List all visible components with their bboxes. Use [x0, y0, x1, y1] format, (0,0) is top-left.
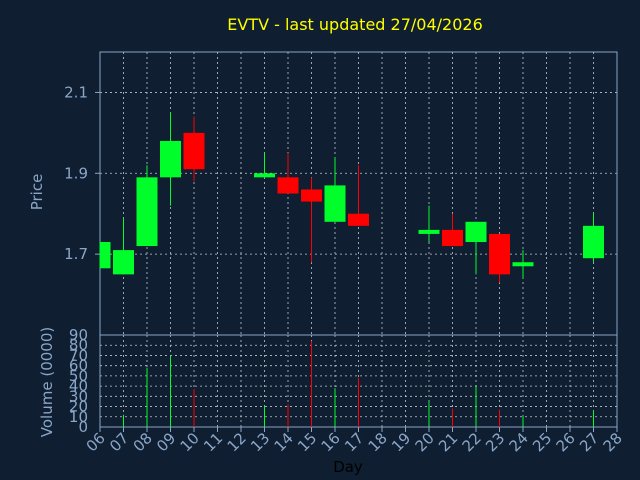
volume-tick-label: 80: [69, 336, 88, 354]
candle-body: [465, 221, 487, 243]
volume-tick-label: 20: [69, 398, 88, 416]
x-tick-label: 28: [600, 429, 626, 455]
x-tick-label: 11: [200, 429, 226, 455]
volume-axis-label: Volume (0000): [38, 327, 56, 437]
x-tick-label: 26: [553, 429, 579, 455]
x-tick-label: 25: [529, 429, 555, 455]
candle-body: [442, 229, 463, 247]
x-tick-label: 07: [106, 429, 132, 455]
x-tick-label: 20: [412, 429, 438, 455]
volume-tick-label: 0: [78, 418, 88, 436]
candle-body: [583, 225, 604, 259]
candle-body: [301, 189, 322, 202]
price-tick-label: 2.1: [64, 83, 88, 101]
price-grid: [99, 52, 618, 335]
volume-tick-label: 30: [69, 387, 88, 405]
candle-body: [113, 250, 134, 275]
x-tick-label: 22: [459, 429, 485, 455]
candle-body: [254, 173, 275, 178]
candle-body: [512, 262, 534, 267]
x-tick-label: 24: [506, 429, 532, 455]
volume-tick-label: 90: [69, 326, 88, 344]
x-axis-label: Day: [333, 458, 363, 476]
volume-tick-label: 10: [69, 408, 88, 426]
volume-tick-label: 40: [69, 377, 88, 395]
price-tick-label: 1.7: [64, 245, 88, 263]
x-tick-label: 23: [482, 429, 508, 455]
x-tick-label: 17: [341, 429, 367, 455]
candle-body: [136, 177, 158, 247]
candle-body: [183, 132, 205, 170]
x-tick-label: 19: [388, 429, 414, 455]
candle-body: [489, 233, 510, 275]
candles: [99, 112, 604, 283]
x-ticks: 0607080910111213141516171819202122232425…: [83, 427, 626, 455]
price-axis-label: Price: [28, 174, 46, 211]
x-tick-label: 16: [318, 429, 344, 455]
x-tick-label: 09: [153, 429, 179, 455]
x-tick-label: 08: [130, 429, 156, 455]
candle-body: [100, 242, 111, 269]
candle-body: [277, 177, 299, 194]
candle-body: [348, 213, 369, 226]
price-y-ticks: 1.7 1.9 2.1: [64, 83, 100, 263]
chart-title: EVTV - last updated 27/04/2026: [227, 15, 483, 34]
x-tick-label: 27: [576, 429, 602, 455]
volume-tick-label: 70: [69, 346, 88, 364]
candle-body: [324, 185, 346, 222]
volume-tick-label: 50: [69, 367, 88, 385]
x-tick-label: 18: [365, 429, 391, 455]
volume-bars: [123, 341, 594, 427]
x-tick-label: 15: [294, 429, 320, 455]
volume-tick-label: 60: [69, 357, 88, 375]
x-tick-label: 14: [271, 429, 297, 455]
candle-body: [418, 229, 440, 234]
x-tick-label: 13: [247, 429, 273, 455]
candle-body: [160, 140, 181, 178]
price-tick-label: 1.9: [64, 164, 88, 182]
x-tick-label: 21: [435, 429, 461, 455]
x-tick-label: 10: [177, 429, 203, 455]
x-tick-label: 12: [224, 429, 250, 455]
